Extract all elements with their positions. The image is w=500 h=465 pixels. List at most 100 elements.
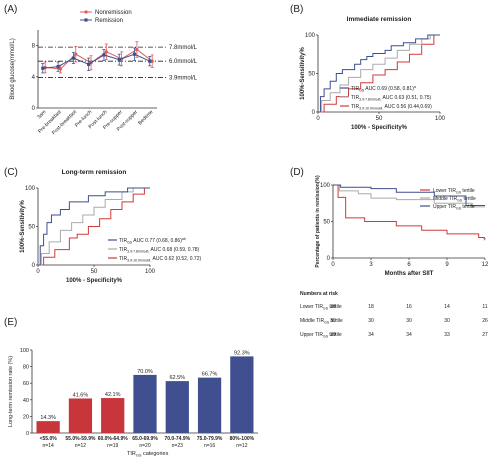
y-tick-label: 80 — [23, 365, 29, 371]
risk-table-cell: 39 — [330, 318, 336, 324]
bar-n-label: n=12 — [75, 443, 86, 449]
risk-table-row-label: Middle TIRGS tertile — [300, 318, 343, 325]
data-point — [41, 66, 45, 70]
risk-table-cell: 34 — [406, 332, 412, 338]
risk-table-cell: 18 — [368, 304, 374, 310]
legend-label-text: Lower TIR — [433, 188, 456, 194]
data-point — [102, 53, 106, 57]
y-tick-label: 100 — [25, 186, 36, 192]
bar-n-label: n=16 — [204, 443, 215, 449]
data-point — [132, 52, 137, 56]
x-tick-label: 70.0-74.9% — [164, 436, 190, 442]
panel-label: (A) — [4, 4, 17, 15]
y-tick-label: 0 — [327, 256, 331, 262]
legend-label-rest: AUC 0.63 (0.51, 0.75) — [381, 95, 431, 101]
risk-table-row-label: Upper TIRGS tertile — [300, 332, 342, 339]
legend-label-rest: AUC 0.68 (0.59, 0.78) — [149, 247, 199, 253]
panel-label: (D) — [290, 167, 304, 178]
legend-label-text: TIR — [351, 86, 359, 92]
x-axis-label-text: TIR — [127, 451, 136, 457]
data-point — [104, 50, 108, 54]
legend-label-sub: GS — [457, 199, 463, 203]
legend-label: TIR3.9-10.0mmol/L AUC 0.62 (0.52, 0.72) — [119, 256, 201, 263]
legend-label-rest: AUC 0.56 (0.44,0.69) — [383, 104, 432, 110]
legend-label: Upper TIRGS tertile — [433, 204, 475, 211]
series-line — [45, 48, 153, 70]
y-tick-label: 0 — [32, 263, 36, 269]
legend-label: TIRGS AUC 0.69 (0.58, 0.81)a — [351, 85, 416, 93]
risk-table-cell: 14 — [444, 304, 450, 310]
roc-curve — [318, 34, 440, 113]
legend-label-text: Upper TIR — [433, 204, 456, 210]
legend-label-text: TIR — [119, 247, 127, 253]
legend-label-text: TIR — [119, 238, 127, 244]
legend-label-sup: ab — [182, 237, 186, 241]
y-tick-label: 0 — [32, 106, 36, 112]
risk-table-row-label-text: Upper TIR — [300, 332, 323, 338]
roc-curve — [318, 34, 440, 113]
significance-marker: * — [483, 236, 486, 245]
risk-table-cell: 39 — [330, 332, 336, 338]
panel-label: (B) — [290, 4, 303, 15]
x-tick-label: 3am — [36, 109, 47, 120]
data-point — [74, 52, 78, 56]
x-tick-label: 3 — [369, 262, 373, 268]
y-axis-label: 100%-Sensitivity% — [20, 199, 26, 252]
roc-curve — [38, 187, 150, 266]
bar — [101, 398, 125, 433]
bar — [165, 381, 189, 433]
risk-table-row-label-text: Lower TIR — [300, 304, 323, 310]
legend-label-text: TIR — [351, 95, 359, 101]
legend-label-sup: a — [414, 85, 416, 89]
x-tick-label: 80%-100% — [230, 436, 255, 442]
risk-table-row-label-sub: GS — [324, 321, 330, 325]
y-tick-label: 50 — [308, 72, 315, 78]
bar — [68, 398, 93, 433]
bar-n-label: n=20 — [139, 443, 150, 449]
risk-table-row-label-rest: tertile — [328, 332, 342, 338]
x-tick-label: 9 — [445, 262, 449, 268]
legend-label: Middle TIRGS tertile — [433, 196, 476, 203]
data-point — [56, 65, 60, 69]
x-tick-label: <55.0% — [40, 436, 58, 442]
x-axis-label: Months after SIIT — [385, 271, 434, 277]
legend-label-sub: 3.9-10.0mmol/L — [359, 107, 383, 111]
risk-table-cell: 34 — [368, 332, 374, 338]
legend-marker — [84, 10, 88, 14]
legend-label-text: Middle TIR — [433, 196, 457, 202]
legend-label-rest: AUC 0.69 (0.58, 0.81) — [364, 86, 414, 92]
bar-value-label: 66.7% — [202, 372, 218, 378]
legend-label-sub: GS — [456, 207, 462, 211]
y-tick-label: 50 — [28, 225, 35, 231]
bar-n-label: n=12 — [236, 443, 247, 449]
y-tick-label: 8 — [32, 44, 36, 50]
y-tick-label: 100 — [320, 183, 331, 189]
risk-table-row-label-sub: GS — [323, 335, 329, 339]
risk-table-row-label-sub: GS — [323, 307, 329, 311]
y-tick-label: 0 — [26, 431, 29, 437]
legend-label: Remission — [95, 18, 123, 24]
risk-table-header: Numbers at risk — [300, 291, 338, 297]
x-tick-label: 0 — [331, 262, 335, 268]
bar — [197, 377, 222, 433]
legend-label-sub: GS — [456, 191, 462, 195]
legend-label-rest: tertile — [462, 196, 476, 202]
reference-line-label: 3.9mmol/L — [169, 76, 198, 82]
data-point — [135, 47, 139, 52]
risk-table-cell: 27 — [482, 332, 488, 338]
risk-table-cell: 30 — [368, 318, 374, 324]
risk-table-cell: 30 — [406, 318, 412, 324]
x-axis-label-rest: categories — [141, 451, 168, 457]
legend-label-rest: AUC 0.77 (0.68, 0.86) — [132, 238, 182, 244]
panel-label: (E) — [4, 317, 17, 328]
risk-table-cell: 38 — [330, 304, 336, 310]
bar-value-label: 41.6% — [73, 392, 89, 398]
survival-curve — [333, 184, 485, 239]
bar-n-label: n=23 — [172, 443, 183, 449]
x-tick-label: 50 — [91, 269, 98, 275]
x-tick-label: 55.0%-59.9% — [65, 436, 96, 442]
risk-table-row-label-rest: tertile — [329, 318, 343, 324]
x-tick-label: 0 — [316, 116, 320, 122]
y-tick-label: 100 — [305, 33, 316, 39]
